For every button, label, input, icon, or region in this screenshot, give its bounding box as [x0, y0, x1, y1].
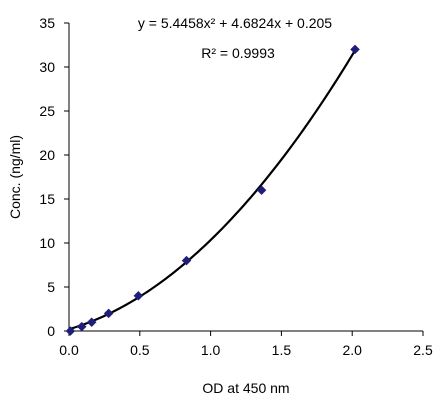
x-axis-label: OD at 450 nm — [202, 380, 289, 396]
data-point-marker — [65, 326, 76, 336]
y-tick-label: 35 — [39, 15, 55, 31]
axes — [68, 23, 423, 332]
x-tick-label: 2.5 — [413, 342, 433, 358]
data-point-marker — [133, 290, 144, 301]
data-point-marker — [181, 255, 192, 266]
y-tick-label: 5 — [47, 279, 55, 295]
trendline-layer — [68, 49, 356, 331]
data-points — [65, 44, 360, 336]
tick-labels: 0.0 0.5 1.0 1.5 2.0 2.5 0 5 10 15 20 25 30 35 — [39, 15, 433, 358]
r-squared-label: R² = 0.9993 — [201, 45, 275, 61]
y-tick-label: 25 — [39, 103, 55, 119]
x-tick-label: 0.5 — [130, 342, 150, 358]
tick-marks — [64, 22, 424, 336]
data-point-marker — [350, 44, 360, 55]
trendline-curve — [68, 49, 356, 331]
y-axis-label: Conc. (ng/ml) — [7, 135, 23, 219]
y-tick-label: 20 — [39, 147, 55, 163]
x-tick-label: 1.0 — [201, 342, 221, 358]
data-point-marker — [103, 308, 114, 319]
trendline-equation: y = 5.4458x² + 4.6824x + 0.205 — [138, 15, 332, 31]
x-tick-label: 2.0 — [342, 342, 362, 358]
data-point-marker — [86, 317, 97, 328]
y-tick-label: 30 — [39, 59, 55, 75]
x-tick-label: 0.0 — [59, 342, 79, 358]
x-tick-label: 1.5 — [272, 342, 292, 358]
y-tick-label: 15 — [39, 191, 55, 207]
y-tick-label: 0 — [47, 323, 55, 339]
data-point-marker — [76, 321, 87, 332]
y-tick-label: 10 — [39, 235, 55, 251]
data-point-marker — [256, 185, 267, 196]
